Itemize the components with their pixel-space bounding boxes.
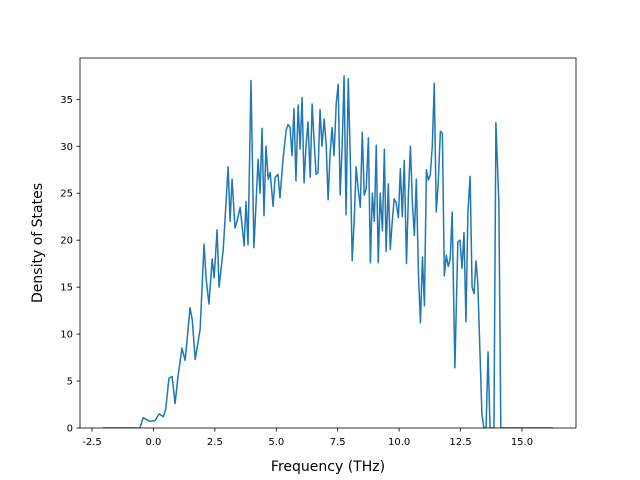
data-line bbox=[102, 75, 553, 428]
y-tick-label: 20 bbox=[60, 236, 73, 247]
x-tick-label: 7.5 bbox=[330, 437, 346, 448]
y-tick-label: 30 bbox=[60, 142, 73, 153]
plot-frame bbox=[79, 57, 577, 429]
y-axis-label: Density of States bbox=[30, 183, 46, 303]
x-tick-label: 15.0 bbox=[511, 437, 533, 448]
x-axis-label: Frequency (THz) bbox=[271, 459, 385, 475]
y-tick-label: 5 bbox=[67, 377, 73, 388]
x-tick-label: 0.0 bbox=[146, 437, 162, 448]
y-tick-label: 15 bbox=[60, 283, 73, 294]
x-tick-label: 10.0 bbox=[388, 437, 410, 448]
x-tick-label: 5.0 bbox=[268, 437, 284, 448]
x-tick-label: 12.5 bbox=[449, 437, 471, 448]
y-tick-label: 35 bbox=[60, 95, 73, 106]
y-tick-label: 10 bbox=[60, 330, 73, 341]
x-tick-label: 2.5 bbox=[207, 437, 223, 448]
y-tick-label: 0 bbox=[67, 424, 73, 435]
x-tick-label: -2.5 bbox=[82, 437, 102, 448]
y-tick-label: 25 bbox=[60, 189, 73, 200]
